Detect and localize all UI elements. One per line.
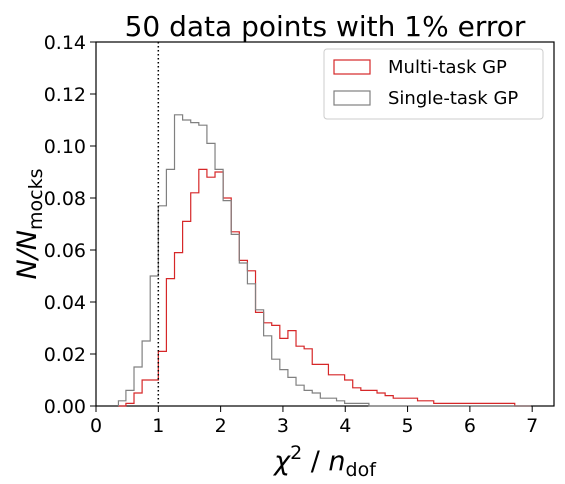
y-tick-label: 0.12 [44,84,86,106]
plot-frame [95,41,555,407]
y-tick-label: 0.06 [44,240,86,262]
y-tick-label: 0.14 [44,32,86,54]
x-tick-label: 3 [277,415,289,437]
legend: Multi-task GP Single-task GP [323,48,544,120]
legend-box [323,48,544,120]
y-tick-label: 0.02 [44,344,86,366]
legend-swatch-multi-task [333,59,371,75]
x-tick-label: 2 [215,415,227,437]
series-multi-task-outline [118,168,531,407]
x-axis-label: χ2 / ndof [272,442,377,481]
x-tick-label: 4 [339,415,351,437]
y-axis-label: N/Nmocks [12,169,47,280]
x-tick-label: 6 [464,415,476,437]
y-tick-label: 0.00 [44,396,86,418]
legend-label-single-task: Single-task GP [388,88,518,109]
legend-label-multi-task: Multi-task GP [388,57,507,78]
y-tick-label: 0.10 [44,136,86,158]
ticks-layer: 0 1 2 3 4 5 6 7 0.00 0.02 0.04 0.06 0.08 0.10 0.12 0.14 [44,32,539,437]
series-layer [117,114,531,407]
y-tick-label: 0.04 [44,292,86,314]
x-tick-label: 5 [402,415,414,437]
chart-title: 50 data points with 1% error [125,10,526,43]
series-single-task-outline [117,114,531,407]
legend-swatch-single-task [333,90,371,106]
x-tick-label: 1 [152,415,164,437]
x-tick-label: 7 [526,415,538,437]
x-tick-label: 0 [90,415,102,437]
y-tick-label: 0.08 [44,188,86,210]
